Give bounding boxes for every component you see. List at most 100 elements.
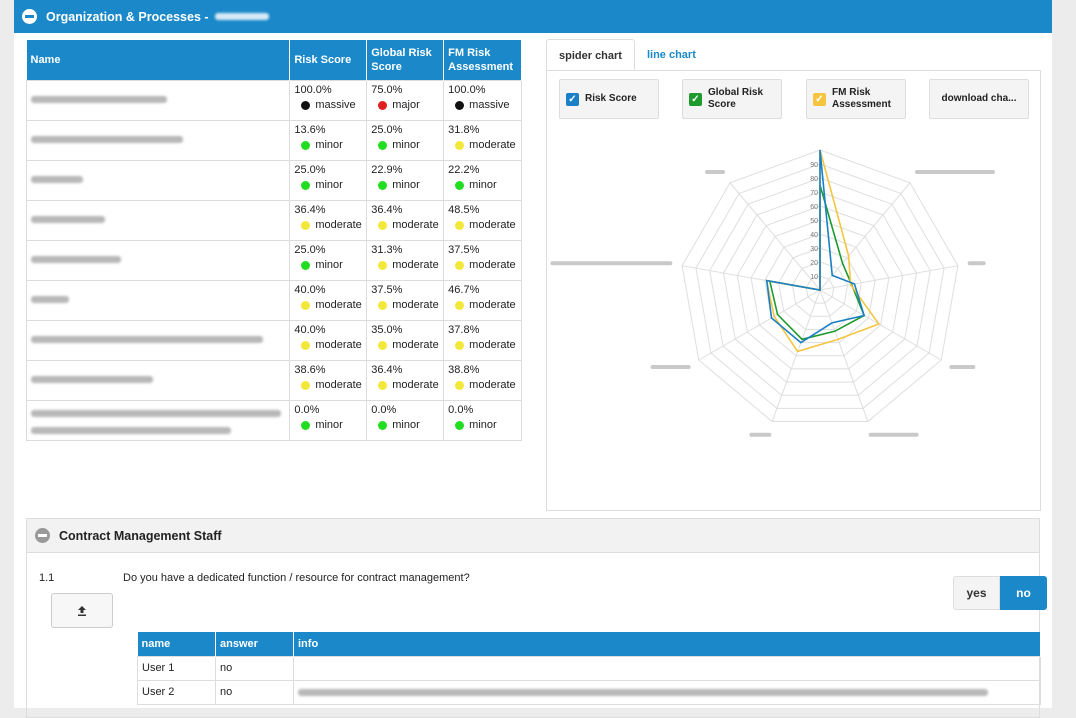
level-label: minor [315,138,343,151]
risk-level: moderate [448,378,517,393]
score-value: 0.0% [294,403,320,416]
redacted-name [31,409,281,417]
section-header[interactable]: Contract Management Staff [27,519,1039,553]
level-dot-icon [455,260,465,270]
score-cell: 36.4% moderate [366,359,445,401]
spider-chart: 10 20 30 40 50 60 70 80 90 [550,149,995,437]
redacted-name [31,216,105,224]
table-row: 25.0% minor 22.9% minor 22.2% minor [25,159,522,201]
table-row: 100.0% massive 75.0% major 100.0% massive [25,79,522,121]
col-name[interactable]: Name [26,40,291,80]
level-dot-icon [301,300,311,310]
download-chart-button[interactable]: download cha... [929,79,1029,119]
score-value: 35.0% [371,323,403,336]
score-cell: 37.5% moderate [366,279,445,321]
level-label: massive [469,98,510,111]
col-global-risk-score[interactable]: Global Risk Score [366,40,445,80]
risk-level: minor [294,138,362,153]
user-info [293,679,1041,705]
question-text: Do you have a dedicated function / resou… [123,572,470,584]
yes-button[interactable]: yes [953,576,1000,610]
score-value: 25.0% [371,123,403,136]
level-dot-icon [301,180,311,190]
collapse-icon[interactable] [22,9,37,24]
r-tick-label: 60 [810,204,818,211]
col-fm-risk-assessment[interactable]: FM Risk Assessment [443,40,522,80]
legend-risk-score[interactable]: ✓ Risk Score [559,79,659,119]
level-label: moderate [469,218,516,231]
risk-level: moderate [371,218,439,233]
table-row: 0.0% minor 0.0% minor 0.0% minor [25,399,522,441]
row-name[interactable] [25,79,291,121]
row-name[interactable] [25,319,291,361]
grid-ring [791,261,849,317]
panel-title: Organization & Processes - [46,9,209,24]
row-name[interactable] [25,279,291,321]
risk-level: minor [294,418,362,433]
grid-ring [709,177,931,396]
level-label: minor [469,178,497,191]
row-name[interactable] [25,199,291,241]
redacted-name [31,336,263,344]
legend-fm-label: FM Risk Assessment [832,87,891,110]
level-label: moderate [469,258,516,271]
col-answer[interactable]: answer [215,632,294,656]
checkbox-icon: ✓ [689,92,702,106]
level-label: moderate [469,298,516,311]
score-value: 37.5% [448,243,480,256]
legend-global-risk-score[interactable]: ✓ Global Risk Score [682,79,782,119]
grid-ring [750,219,890,357]
score-cell: 25.0% minor [289,239,368,281]
redacted-org-name [214,13,269,20]
level-dot-icon [301,420,311,430]
r-tick-label: 40 [810,232,818,239]
score-value: 100.0% [448,83,486,96]
legend-fm-risk-assessment[interactable]: ✓ FM Risk Assessment [806,79,906,119]
score-cell: 35.0% moderate [366,319,445,361]
chart-tabs: spider chart line chart [546,39,708,71]
grid-ring [778,247,862,330]
tab-line-chart[interactable]: line chart [646,49,696,61]
collapse-icon[interactable] [35,528,50,543]
no-button[interactable]: no [1000,576,1047,610]
table-row: User 2 no [137,679,1041,705]
score-cell: 36.4% moderate [366,199,445,241]
redacted-name [31,256,121,264]
grid-ring [736,205,904,370]
panel-header[interactable]: Organization & Processes - [14,0,1052,33]
question-number: 1.1 [39,572,55,584]
tab-spider-chart[interactable]: spider chart [546,39,635,71]
section-title: Contract Management Staff [59,528,222,543]
r-tick-label: 90 [810,162,818,169]
row-name[interactable] [25,159,291,201]
score-value: 48.5% [448,203,480,216]
chart-panel: ✓ Risk Score ✓ Global Risk Score ✓ FM Ri… [546,70,1041,511]
col-risk-score[interactable]: Risk Score [289,40,368,80]
level-dot-icon [301,140,311,150]
row-name[interactable] [25,119,291,161]
risk-level: moderate [371,258,439,273]
col-user-name[interactable]: name [137,632,216,656]
upload-button[interactable] [51,593,113,628]
level-dot-icon [301,340,311,350]
redacted-name [31,136,183,144]
axis-label-redacted [868,432,919,437]
level-label: massive [315,98,356,111]
score-value: 22.2% [448,163,480,176]
risk-level: moderate [448,218,517,233]
risk-level: major [371,98,439,113]
grid-ring [695,163,945,409]
col-info[interactable]: info [293,632,1041,656]
level-dot-icon [301,380,311,390]
grid-ring [681,149,959,423]
grid-spoke [819,289,869,422]
risk-level: massive [294,98,362,113]
score-cell: 0.0% minor [366,399,445,441]
risk-level: moderate [448,298,517,313]
score-cell: 46.7% moderate [443,279,522,321]
row-name[interactable] [25,359,291,401]
row-name[interactable] [25,399,291,441]
yes-no-toggle: yes no [953,576,1047,610]
risk-level: moderate [448,258,517,273]
row-name[interactable] [25,239,291,281]
